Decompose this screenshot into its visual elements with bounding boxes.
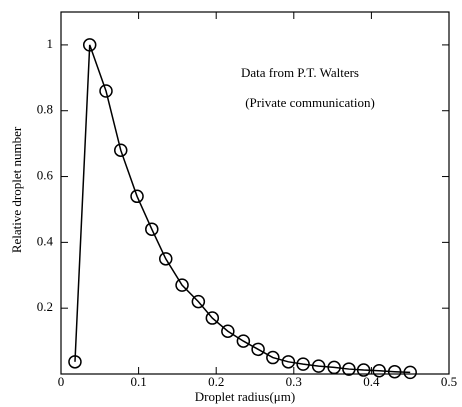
data-marker: [311, 359, 326, 373]
x-tick-label: 0.5: [441, 374, 457, 389]
data-marker: [356, 363, 371, 377]
y-tick-label: 0.2: [37, 299, 53, 314]
y-tick-label: 0.6: [37, 168, 54, 183]
annotation: Data from P.T. Walters: [241, 65, 359, 80]
data-marker: [175, 278, 189, 292]
data-marker: [205, 311, 220, 325]
data-marker: [296, 357, 310, 371]
data-marker: [114, 143, 128, 157]
data-marker: [130, 189, 144, 204]
data-marker: [82, 38, 97, 52]
y-axis-label: Relative droplet number: [9, 126, 24, 253]
y-tick-label: 0.4: [37, 233, 54, 248]
data-line: [74, 44, 411, 374]
y-tick-label: 0.8: [37, 102, 53, 117]
y-tick-label: 1: [47, 36, 54, 51]
data-marker: [251, 342, 265, 357]
data-marker: [159, 252, 173, 266]
data-marker: [221, 324, 235, 338]
data-marker: [236, 334, 251, 348]
x-tick-label: 0: [58, 374, 65, 389]
x-tick-label: 0.3: [286, 374, 302, 389]
data-marker: [191, 294, 206, 309]
x-tick-label: 0.4: [363, 374, 380, 389]
data-marker: [387, 364, 402, 379]
x-axis-label: Droplet radius(μm): [195, 389, 295, 404]
plot-frame: [60, 11, 450, 375]
data-marker: [342, 362, 356, 376]
data-marker: [403, 365, 417, 380]
data-marker: [281, 355, 296, 369]
data-marker: [327, 360, 341, 375]
x-tick-label: 0.2: [208, 374, 224, 389]
x-tick-label: 0.1: [130, 374, 146, 389]
data-marker: [68, 355, 82, 369]
annotation: (Private communication): [245, 95, 375, 110]
data-marker: [99, 84, 113, 98]
data-marker: [372, 363, 386, 378]
data-marker: [145, 222, 159, 236]
data-marker: [266, 350, 280, 365]
